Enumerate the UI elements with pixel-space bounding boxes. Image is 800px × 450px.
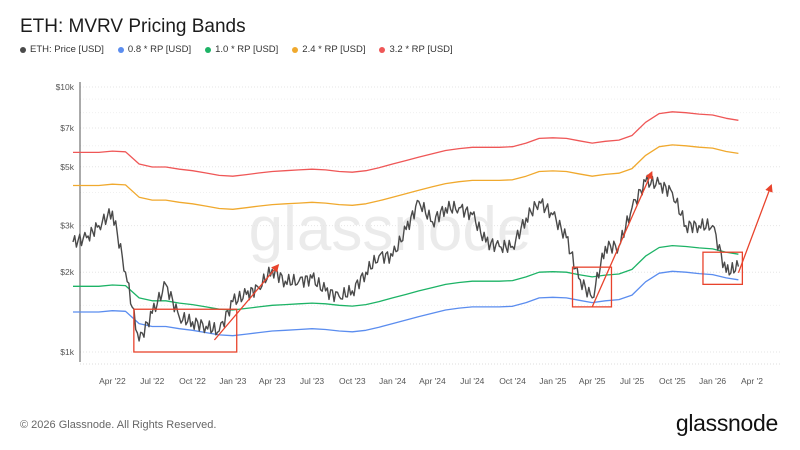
x-tick-label: Jul '25 [620, 376, 645, 386]
y-tick-label: $10k [56, 82, 75, 92]
annotation-arrow [737, 183, 773, 274]
x-tick-label: Apr '23 [259, 376, 286, 386]
series-line-2.4-rp-usd- [73, 144, 739, 210]
series-line-1.0-rp-usd- [73, 244, 739, 311]
x-tick-label: Jul '24 [460, 376, 485, 386]
brand-logo: glassnode [675, 410, 778, 436]
chart-title: ETH: MVRV Pricing Bands [20, 16, 246, 37]
x-tick-label: Oct '24 [499, 376, 526, 386]
annotation-arrow [213, 263, 280, 341]
legend-item-3.2rp[interactable]: 3.2 * RP [USD] [379, 44, 453, 55]
legend-item-price[interactable]: ETH: Price [USD] [20, 44, 104, 55]
x-tick-label: Apr '2 [741, 376, 763, 386]
legend-item-2.4rp[interactable]: 2.4 * RP [USD] [292, 44, 365, 55]
series-line-eth-price-usd- [72, 174, 740, 342]
annotation-box [133, 308, 238, 353]
y-tick-label: $7k [60, 123, 74, 133]
chart-area: glassnode $1k $2k $3k $5k $7k $10k Apr '22 Jul '… [56, 82, 780, 386]
x-tick-label: Jul '23 [300, 376, 325, 386]
series-line-0.8-rp-usd- [73, 270, 739, 337]
x-tick-label: Jan '23 [219, 376, 246, 386]
legend-item-1.0rp[interactable]: 1.0 * RP [USD] [205, 44, 278, 55]
legend-dot [292, 46, 299, 53]
x-tick-label: Jul '22 [140, 376, 165, 386]
x-tick-label: Oct '22 [179, 376, 206, 386]
annotation-arrow [591, 171, 653, 308]
series-line-3.2-rp-usd- [73, 111, 739, 177]
copyright: © 2026 Glassnode. All Rights Reserved. [20, 419, 217, 431]
legend-dot [20, 46, 26, 53]
y-tick-label: $5k [60, 162, 74, 172]
y-tick-label: $3k [60, 221, 74, 231]
x-tick-label: Jan '26 [699, 376, 726, 386]
watermark: glassnode [249, 195, 532, 264]
x-tick-label: Jan '24 [379, 376, 406, 386]
legend-dot [379, 46, 386, 53]
y-tick-label: $2k [60, 267, 74, 277]
x-tick-label: Apr '24 [419, 376, 446, 386]
x-tick-label: Apr '22 [99, 376, 126, 386]
x-tick-label: Oct '23 [339, 376, 366, 386]
y-tick-label: $1k [60, 347, 74, 357]
legend: ETH: Price [USD] 0.8 * RP [USD] 1.0 * RP… [20, 44, 453, 55]
x-tick-label: Apr '25 [579, 376, 606, 386]
x-tick-label: Oct '25 [659, 376, 686, 386]
x-tick-label: Jan '25 [539, 376, 566, 386]
legend-dot [117, 46, 124, 53]
legend-dot [205, 46, 212, 53]
annotation-box [571, 266, 613, 308]
annotation-box [702, 251, 744, 286]
legend-item-0.8rp[interactable]: 0.8 * RP [USD] [117, 44, 191, 55]
